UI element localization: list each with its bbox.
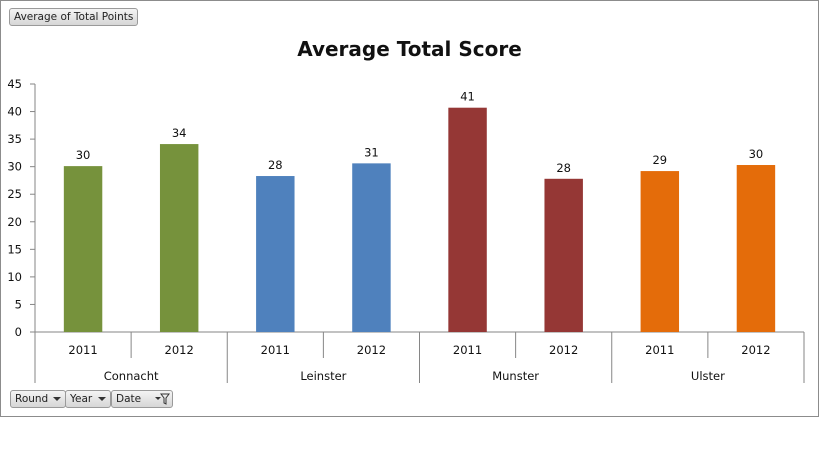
data-label: 29 [652, 153, 667, 167]
x-group-label: Munster [492, 369, 539, 383]
bar [352, 163, 391, 332]
axis-field-button-year[interactable]: Year [65, 390, 111, 408]
y-tick-label: 25 [7, 187, 22, 201]
data-label: 28 [268, 158, 283, 172]
bar [736, 165, 776, 332]
axis-field-label-round: Round [15, 393, 49, 405]
y-tick-label: 0 [15, 325, 22, 339]
bar [640, 171, 680, 332]
x-tick-label-year: 2011 [261, 343, 290, 357]
y-tick-label: 5 [15, 297, 22, 311]
data-label: 31 [364, 145, 379, 159]
x-tick-label-year: 2012 [165, 343, 194, 357]
axis-field-button-date[interactable]: Date [111, 390, 173, 408]
chart-area: Average of Total Points Average Total Sc… [0, 0, 819, 417]
bar [159, 144, 199, 332]
data-label: 41 [460, 90, 475, 104]
bar [448, 107, 487, 332]
data-label: 28 [556, 161, 571, 175]
axis-field-label-date: Date [116, 393, 142, 405]
axis-field-button-round[interactable]: Round [10, 390, 66, 408]
x-tick-label-year: 2012 [357, 343, 386, 357]
y-tick-label: 20 [7, 215, 22, 229]
bar [63, 166, 103, 332]
data-label: 30 [76, 148, 91, 162]
bar [544, 178, 583, 332]
x-tick-label-year: 2012 [549, 343, 578, 357]
x-tick-label-year: 2011 [68, 343, 97, 357]
dropdown-arrow-icon[interactable] [98, 397, 106, 401]
bar-chart: 0 5 10 15 20 25 30 35 40 45 30 2011 34 2012 Connacht 28… [7, 77, 805, 383]
data-label: 34 [172, 126, 187, 140]
y-tick-label: 15 [7, 242, 22, 256]
y-tick-label: 45 [7, 77, 22, 91]
x-tick-label-year: 2012 [741, 343, 770, 357]
dropdown-arrow-icon[interactable] [53, 397, 61, 401]
axis-field-label-year: Year [70, 393, 93, 405]
y-tick-label: 40 [7, 105, 22, 119]
x-group-label: Connacht [104, 369, 159, 383]
y-tick-label: 30 [7, 160, 22, 174]
x-tick-label-year: 2011 [645, 343, 674, 357]
x-group-label: Leinster [300, 369, 346, 383]
value-field-button[interactable]: Average of Total Points [9, 8, 139, 26]
x-group-label: Ulster [691, 369, 725, 383]
filter-dropdown-icon[interactable] [154, 392, 170, 406]
data-label: 30 [749, 147, 764, 161]
bar [256, 176, 295, 332]
y-tick-label: 35 [7, 132, 22, 146]
x-tick-label-year: 2011 [453, 343, 482, 357]
y-tick-label: 10 [7, 270, 22, 284]
chart-title: Average Total Score [297, 37, 522, 61]
